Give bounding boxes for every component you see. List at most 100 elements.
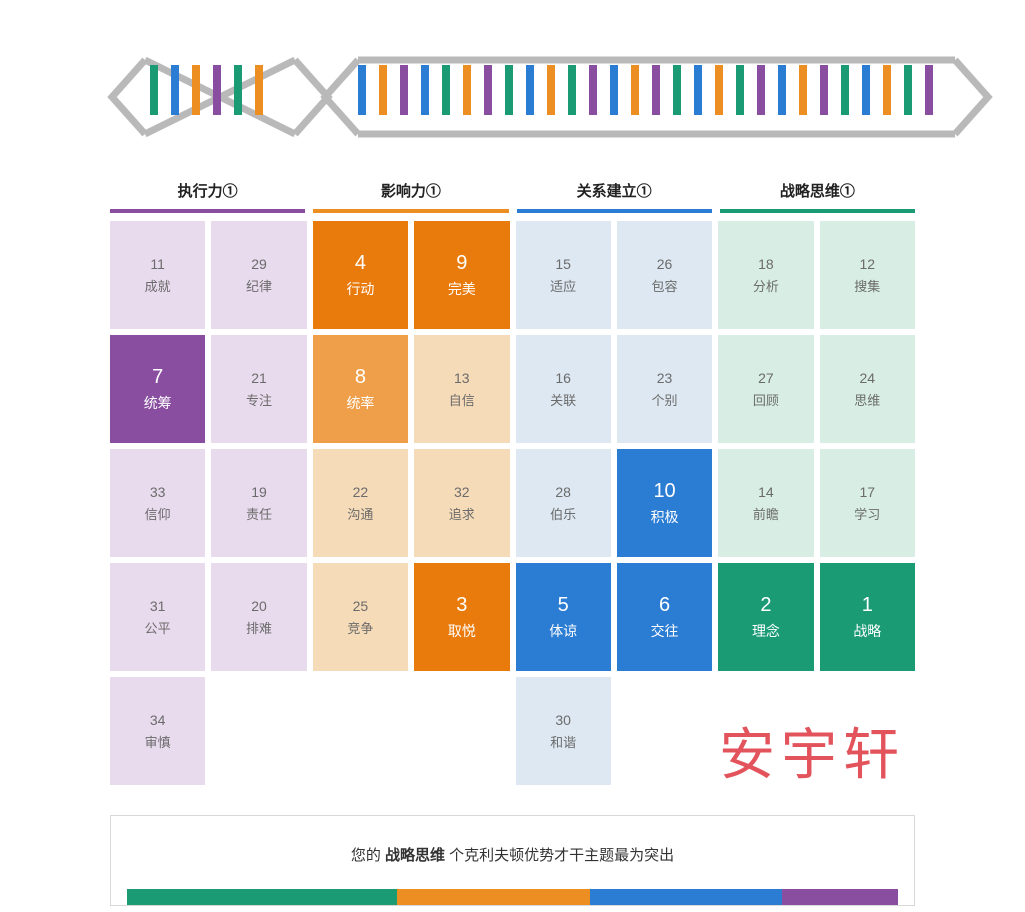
dna-bar [757, 65, 765, 115]
empty-tile [718, 677, 813, 785]
tile-rank: 8 [355, 366, 366, 389]
tile-rank: 13 [454, 370, 470, 386]
strength-tile: 25竞争 [313, 563, 408, 671]
tile-rank: 9 [456, 252, 467, 275]
tile-rank: 28 [555, 484, 571, 500]
strength-tile: 3 取悦 [414, 563, 509, 671]
tile-rank: 32 [454, 484, 470, 500]
dna-bar [778, 65, 786, 115]
dna-bar [171, 65, 179, 115]
strength-tile: 31公平 [110, 563, 205, 671]
empty-tile [313, 677, 408, 785]
tile-label: 竞争 [347, 618, 373, 637]
strength-tile: 12搜集 [820, 221, 915, 329]
tile-label: 和谐 [550, 732, 576, 751]
tile-rank: 31 [150, 598, 166, 614]
tile-label: 完美 [448, 279, 476, 299]
dna-bar [883, 65, 891, 115]
tile-rank: 34 [150, 712, 166, 728]
tile-rank: 29 [251, 256, 267, 272]
dna-bar [255, 65, 263, 115]
dna-bar [925, 65, 933, 115]
summary-suffix: 个克利夫顿优势才干主题最为突出 [445, 847, 674, 864]
strength-tile: 29纪律 [211, 221, 306, 329]
category-header-executing: 执行力① [110, 180, 305, 213]
strength-tile: 10积极 [617, 449, 712, 557]
tile-label: 统率 [346, 393, 374, 413]
tile-label: 交往 [651, 621, 679, 641]
dna-bar [715, 65, 723, 115]
tile-label: 伯乐 [550, 504, 576, 523]
tile-rank: 1 [862, 594, 873, 617]
empty-tile [414, 677, 509, 785]
strength-tile: 30 和谐 [516, 677, 611, 785]
tile-label: 信仰 [145, 504, 171, 523]
strengths-grid: 11成就29纪律4行动9完美15适应26包容18分析12搜集7统筹21专注8统率… [0, 215, 1025, 785]
dna-bar [526, 65, 534, 115]
dna-bar [192, 65, 200, 115]
strength-tile: 22沟通 [313, 449, 408, 557]
dna-bar [799, 65, 807, 115]
tile-rank: 30 [555, 712, 571, 728]
tile-label: 成就 [145, 276, 171, 295]
strength-tile: 28 伯乐 [516, 449, 611, 557]
dna-bar [150, 65, 158, 115]
dna-bar [421, 65, 429, 115]
tile-label: 关联 [550, 390, 576, 409]
color-bar-segment [127, 889, 397, 905]
tile-label: 取悦 [448, 621, 476, 641]
tile-rank: 17 [860, 484, 876, 500]
tile-label: 前瞻 [753, 504, 779, 523]
tile-rank: 10 [653, 480, 675, 503]
tile-label: 责任 [246, 504, 272, 523]
strength-tile: 34审慎 [110, 677, 205, 785]
dna-bar [358, 65, 366, 115]
color-bar-segment [397, 889, 590, 905]
tile-label: 包容 [652, 276, 678, 295]
category-header-strategic: 战略思维① [720, 180, 915, 213]
tile-label: 思维 [854, 390, 880, 409]
dna-bar [400, 65, 408, 115]
category-header-influencing: 影响力① [313, 180, 508, 213]
empty-tile [211, 677, 306, 785]
tile-rank: 3 [456, 594, 467, 617]
strength-tile: 32 追求 [414, 449, 509, 557]
tile-label: 理念 [752, 621, 780, 641]
strength-tile: 11 成就 [110, 221, 205, 329]
tile-rank: 19 [251, 484, 267, 500]
tile-label: 追求 [449, 504, 475, 523]
tile-rank: 26 [657, 256, 673, 272]
tile-rank: 18 [758, 256, 774, 272]
dna-bars-segment-2 [358, 65, 933, 115]
dna-bar [484, 65, 492, 115]
strength-tile: 26 包容 [617, 221, 712, 329]
dna-bar [463, 65, 471, 115]
dna-bar [841, 65, 849, 115]
dna-strip [0, 30, 1025, 140]
dna-bars-segment-1 [150, 65, 263, 115]
tile-label: 适应 [550, 276, 576, 295]
summary-box: 您的 战略思维 个克利夫顿优势才干主题最为突出 [110, 815, 915, 906]
empty-tile [617, 677, 712, 785]
tile-rank: 7 [152, 366, 163, 389]
tile-rank: 4 [355, 252, 366, 275]
tile-label: 个别 [652, 390, 678, 409]
dna-bar [694, 65, 702, 115]
tile-label: 战略 [853, 621, 881, 641]
dna-bar [652, 65, 660, 115]
tile-rank: 12 [860, 256, 876, 272]
tile-rank: 6 [659, 594, 670, 617]
strength-tile: 4 行动 [313, 221, 408, 329]
dna-bar [505, 65, 513, 115]
tile-rank: 22 [353, 484, 369, 500]
tile-rank: 14 [758, 484, 774, 500]
color-bar-segment [782, 889, 898, 905]
strength-tile: 27回顾 [718, 335, 813, 443]
tile-label: 行动 [346, 279, 374, 299]
strength-tile: 24思维 [820, 335, 915, 443]
strength-tile: 8 统率 [313, 335, 408, 443]
strength-tile: 14 前瞻 [718, 449, 813, 557]
tile-label: 排难 [246, 618, 272, 637]
tile-rank: 11 [150, 256, 165, 272]
strength-tile: 5体谅 [516, 563, 611, 671]
